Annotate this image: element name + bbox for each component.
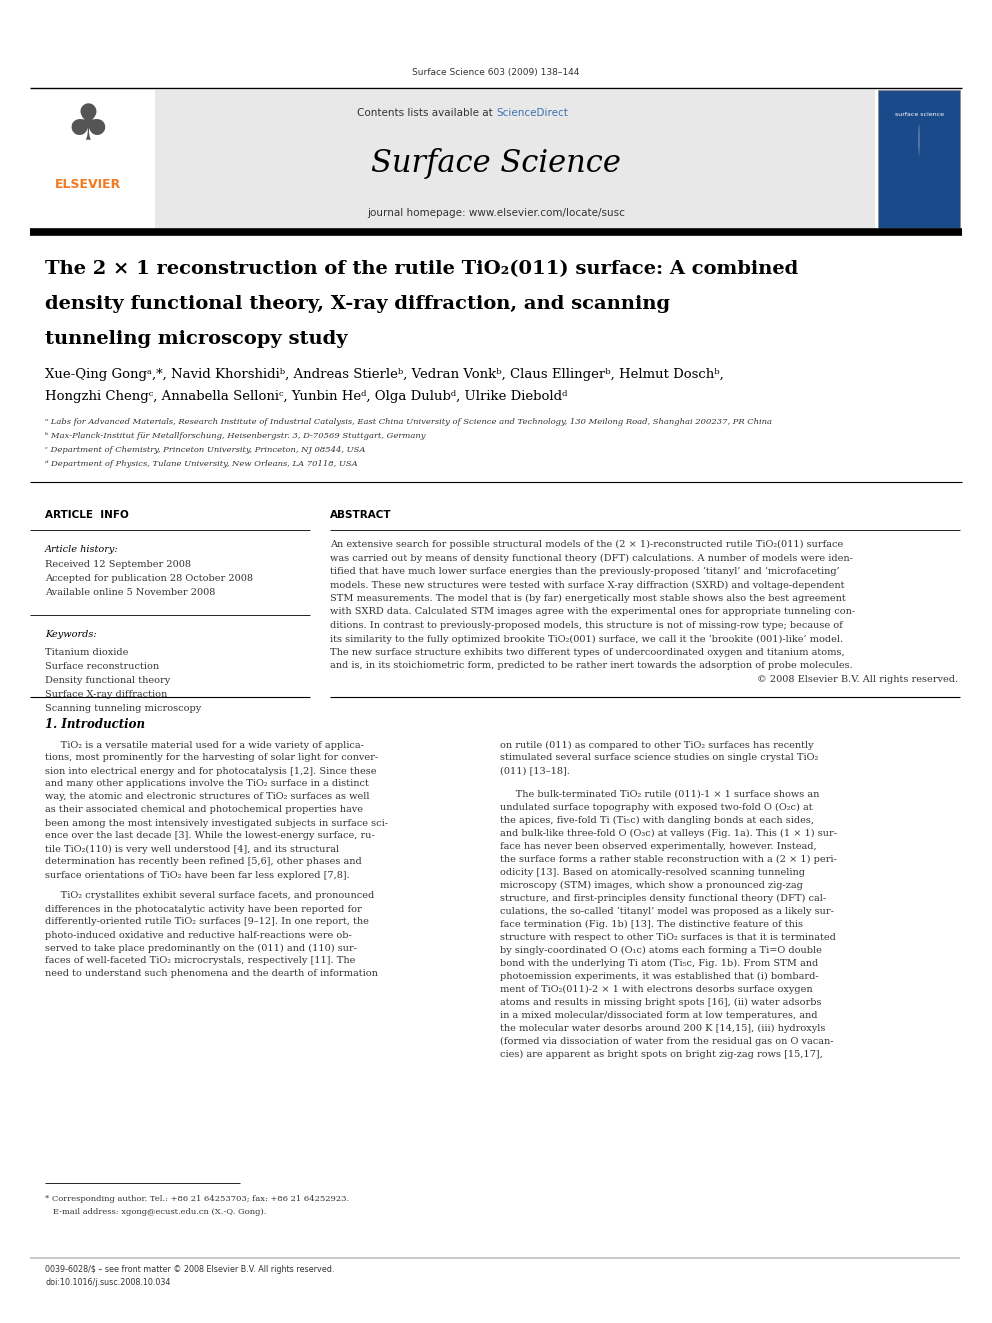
- Text: Surface Science: Surface Science: [371, 148, 621, 179]
- Text: face termination (Fig. 1b) [13]. The distinctive feature of this: face termination (Fig. 1b) [13]. The dis…: [500, 919, 803, 929]
- Text: stimulated several surface science studies on single crystal TiO₂: stimulated several surface science studi…: [500, 754, 818, 762]
- Text: Surface X-ray diffraction: Surface X-ray diffraction: [45, 691, 168, 699]
- Text: Article history:: Article history:: [45, 545, 119, 554]
- Text: ABSTRACT: ABSTRACT: [330, 509, 392, 520]
- Text: undulated surface topography with exposed two-fold O (O₂c) at: undulated surface topography with expose…: [500, 803, 812, 812]
- Text: ELSEVIER: ELSEVIER: [55, 179, 121, 191]
- Text: Titanium dioxide: Titanium dioxide: [45, 648, 128, 658]
- Text: need to understand such phenomena and the dearth of information: need to understand such phenomena and th…: [45, 970, 378, 979]
- Text: the surface forms a rather stable reconstruction with a (2 × 1) peri-: the surface forms a rather stable recons…: [500, 855, 836, 864]
- Text: STM measurements. The model that is (by far) energetically most stable shows als: STM measurements. The model that is (by …: [330, 594, 846, 603]
- Text: differently-oriented rutile TiO₂ surfaces [9–12]. In one report, the: differently-oriented rutile TiO₂ surface…: [45, 917, 369, 926]
- Text: sion into electrical energy and for photocatalysis [1,2]. Since these: sion into electrical energy and for phot…: [45, 766, 377, 775]
- Text: * Corresponding author. Tel.: +86 21 64253703; fax: +86 21 64252923.: * Corresponding author. Tel.: +86 21 642…: [45, 1195, 349, 1203]
- Text: ARTICLE  INFO: ARTICLE INFO: [45, 509, 129, 520]
- Text: © 2008 Elsevier B.V. All rights reserved.: © 2008 Elsevier B.V. All rights reserved…: [757, 675, 958, 684]
- Text: faces of well-faceted TiO₂ microcrystals, respectively [11]. The: faces of well-faceted TiO₂ microcrystals…: [45, 957, 355, 966]
- Text: way, the atomic and electronic structures of TiO₂ surfaces as well: way, the atomic and electronic structure…: [45, 792, 369, 802]
- Text: by singly-coordinated O (O₁c) atoms each forming a Ti=O double: by singly-coordinated O (O₁c) atoms each…: [500, 946, 822, 955]
- Text: 1. Introduction: 1. Introduction: [45, 718, 145, 732]
- Text: was carried out by means of density functional theory (DFT) calculations. A numb: was carried out by means of density func…: [330, 553, 853, 562]
- Text: microscopy (STM) images, which show a pronounced zig-zag: microscopy (STM) images, which show a pr…: [500, 881, 803, 890]
- Bar: [30, 90, 152, 198]
- Text: doi:10.1016/j.susc.2008.10.034: doi:10.1016/j.susc.2008.10.034: [45, 1278, 171, 1287]
- Text: The bulk-terminated TiO₂ rutile (011)-1 × 1 surface shows an: The bulk-terminated TiO₂ rutile (011)-1 …: [500, 790, 819, 799]
- Text: TiO₂ is a versatile material used for a wide variety of applica-: TiO₂ is a versatile material used for a …: [45, 741, 364, 750]
- Text: (011) [13–18].: (011) [13–18].: [500, 766, 569, 775]
- Text: tified that have much lower surface energies than the previously-proposed ‘titan: tified that have much lower surface ener…: [330, 568, 839, 577]
- Text: bond with the underlying Ti atom (Ti₅c, Fig. 1b). From STM and: bond with the underlying Ti atom (Ti₅c, …: [500, 959, 818, 968]
- Text: ᶜ Department of Chemistry, Princeton University, Princeton, NJ 08544, USA: ᶜ Department of Chemistry, Princeton Uni…: [45, 446, 365, 454]
- Text: odicity [13]. Based on atomically-resolved scanning tunneling: odicity [13]. Based on atomically-resolv…: [500, 868, 805, 877]
- Text: been among the most intensively investigated subjects in surface sci-: been among the most intensively investig…: [45, 819, 388, 827]
- Text: served to take place predominantly on the (011) and (110) sur-: served to take place predominantly on th…: [45, 943, 357, 953]
- Text: density functional theory, X-ray diffraction, and scanning: density functional theory, X-ray diffrac…: [45, 295, 671, 314]
- Text: on rutile (011) as compared to other TiO₂ surfaces has recently: on rutile (011) as compared to other TiO…: [500, 741, 813, 750]
- Text: and is, in its stoichiometric form, predicted to be rather inert towards the ads: and is, in its stoichiometric form, pred…: [330, 662, 853, 671]
- Text: the molecular water desorbs around 200 K [14,15], (iii) hydroxyls: the molecular water desorbs around 200 K…: [500, 1024, 825, 1033]
- Text: journal homepage: www.elsevier.com/locate/susc: journal homepage: www.elsevier.com/locat…: [367, 208, 625, 218]
- Text: Keywords:: Keywords:: [45, 630, 96, 639]
- Text: ditions. In contrast to previously-proposed models, this structure is not of mis: ditions. In contrast to previously-propo…: [330, 620, 843, 630]
- Text: ᵇ Max-Planck-Institut für Metallforschung, Heisenbergstr. 3, D-70569 Stuttgart, : ᵇ Max-Planck-Institut für Metallforschun…: [45, 433, 426, 441]
- Text: its similarity to the fully optimized brookite TiO₂(001) surface, we call it the: its similarity to the fully optimized br…: [330, 635, 843, 644]
- Text: structure, and first-principles density functional theory (DFT) cal-: structure, and first-principles density …: [500, 894, 826, 904]
- Text: ♣: ♣: [65, 102, 110, 149]
- Text: ScienceDirect: ScienceDirect: [496, 108, 567, 118]
- Text: Available online 5 November 2008: Available online 5 November 2008: [45, 587, 215, 597]
- Text: tunneling microscopy study: tunneling microscopy study: [45, 329, 347, 348]
- Text: Xue-Qing Gongᵃ,*, Navid Khorshidiᵇ, Andreas Stierleᵇ, Vedran Vonkᵇ, Claus Elling: Xue-Qing Gongᵃ,*, Navid Khorshidiᵇ, Andr…: [45, 368, 724, 381]
- Text: tions, most prominently for the harvesting of solar light for conver-: tions, most prominently for the harvesti…: [45, 754, 378, 762]
- Text: E-mail address: xgong@ecust.edu.cn (X.-Q. Gong).: E-mail address: xgong@ecust.edu.cn (X.-Q…: [45, 1208, 267, 1216]
- Text: ᵃ Labs for Advanced Materials, Research Institute of Industrial Catalysis, East : ᵃ Labs for Advanced Materials, Research …: [45, 418, 772, 426]
- Text: surface science: surface science: [895, 112, 943, 116]
- Text: An extensive search for possible structural models of the (2 × 1)-reconstructed : An extensive search for possible structu…: [330, 540, 843, 549]
- Text: ment of TiO₂(011)-2 × 1 with electrons desorbs surface oxygen: ment of TiO₂(011)-2 × 1 with electrons d…: [500, 984, 812, 994]
- Text: ᵈ Department of Physics, Tulane University, New Orleans, LA 70118, USA: ᵈ Department of Physics, Tulane Universi…: [45, 460, 358, 468]
- Text: and many other applications involve the TiO₂ surface in a distinct: and many other applications involve the …: [45, 779, 369, 789]
- Text: and bulk-like three-fold O (O₃c) at valleys (Fig. 1a). This (1 × 1) sur-: and bulk-like three-fold O (O₃c) at vall…: [500, 830, 837, 837]
- Text: determination has recently been refined [5,6], other phases and: determination has recently been refined …: [45, 857, 362, 867]
- Text: Accepted for publication 28 October 2008: Accepted for publication 28 October 2008: [45, 574, 253, 583]
- Text: Hongzhi Chengᶜ, Annabella Selloniᶜ, Yunbin Heᵈ, Olga Dulubᵈ, Ulrike Dieboldᵈ: Hongzhi Chengᶜ, Annabella Selloniᶜ, Yunb…: [45, 390, 567, 404]
- Text: The new surface structure exhibits two different types of undercoordinated oxyge: The new surface structure exhibits two d…: [330, 648, 844, 658]
- Text: 0039-6028/$ – see front matter © 2008 Elsevier B.V. All rights reserved.: 0039-6028/$ – see front matter © 2008 El…: [45, 1265, 334, 1274]
- Text: face has never been observed experimentally, however. Instead,: face has never been observed experimenta…: [500, 841, 816, 851]
- Bar: [155, 90, 875, 228]
- Text: as their associated chemical and photochemical properties have: as their associated chemical and photoch…: [45, 806, 363, 815]
- Text: cies) are apparent as bright spots on bright zig-zag rows [15,17],: cies) are apparent as bright spots on br…: [500, 1050, 822, 1058]
- Text: surface orientations of TiO₂ have been far less explored [7,8].: surface orientations of TiO₂ have been f…: [45, 871, 350, 880]
- Text: culations, the so-called ‘titanyl’ model was proposed as a likely sur-: culations, the so-called ‘titanyl’ model…: [500, 906, 834, 917]
- Text: in a mixed molecular/dissociated form at low temperatures, and: in a mixed molecular/dissociated form at…: [500, 1011, 817, 1020]
- Text: differences in the photocatalytic activity have been reported for: differences in the photocatalytic activi…: [45, 905, 362, 913]
- Text: Contents lists available at: Contents lists available at: [357, 108, 496, 118]
- Text: (formed via dissociation of water from the residual gas on O vacan-: (formed via dissociation of water from t…: [500, 1037, 833, 1046]
- Text: Scanning tunneling microscopy: Scanning tunneling microscopy: [45, 704, 201, 713]
- Text: ence over the last decade [3]. While the lowest-energy surface, ru-: ence over the last decade [3]. While the…: [45, 831, 375, 840]
- Text: structure with respect to other TiO₂ surfaces is that it is terminated: structure with respect to other TiO₂ sur…: [500, 933, 836, 942]
- Text: tile TiO₂(110) is very well understood [4], and its structural: tile TiO₂(110) is very well understood […: [45, 844, 339, 853]
- Text: photoemission experiments, it was established that (i) bombard-: photoemission experiments, it was establ…: [500, 972, 818, 982]
- Text: photo-induced oxidative and reductive half-reactions were ob-: photo-induced oxidative and reductive ha…: [45, 930, 352, 939]
- Text: with SXRD data. Calculated STM images agree with the experimental ones for appro: with SXRD data. Calculated STM images ag…: [330, 607, 855, 617]
- Text: Density functional theory: Density functional theory: [45, 676, 171, 685]
- Text: Surface reconstruction: Surface reconstruction: [45, 662, 159, 671]
- Text: models. These new structures were tested with surface X-ray diffraction (SXRD) a: models. These new structures were tested…: [330, 581, 844, 590]
- Text: TiO₂ crystallites exhibit several surface facets, and pronounced: TiO₂ crystallites exhibit several surfac…: [45, 892, 374, 901]
- Text: the apices, five-fold Ti (Ti₅c) with dangling bonds at each sides,: the apices, five-fold Ti (Ti₅c) with dan…: [500, 816, 814, 826]
- Text: atoms and results in missing bright spots [16], (ii) water adsorbs: atoms and results in missing bright spot…: [500, 998, 821, 1007]
- Bar: [878, 90, 960, 228]
- Text: The 2 × 1 reconstruction of the rutile TiO₂(011) surface: A combined: The 2 × 1 reconstruction of the rutile T…: [45, 261, 799, 278]
- Text: Received 12 September 2008: Received 12 September 2008: [45, 560, 191, 569]
- Text: Surface Science 603 (2009) 138–144: Surface Science 603 (2009) 138–144: [413, 67, 579, 77]
